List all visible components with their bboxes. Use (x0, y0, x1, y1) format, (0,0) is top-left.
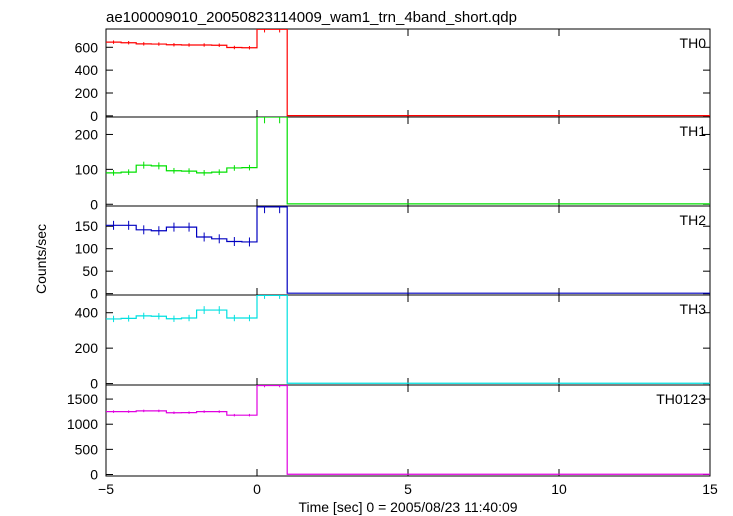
x-tick-label: 10 (551, 481, 567, 497)
series-line-th2 (106, 206, 710, 294)
y-tick-label: 0 (90, 466, 98, 482)
series-line-th1 (106, 117, 710, 205)
y-tick-label: 0 (90, 376, 98, 392)
y-tick-label: 0 (90, 286, 98, 302)
y-tick-label: 150 (75, 218, 99, 234)
panel-label: TH1 (680, 123, 707, 139)
y-tick-label: 100 (75, 241, 99, 257)
panel-frame (105, 116, 711, 207)
y-tick-label: 200 (75, 340, 99, 356)
y-tick-label: 50 (82, 263, 98, 279)
x-tick-label: 15 (702, 481, 718, 497)
panel-label: TH0123 (656, 391, 706, 407)
panel-frame (105, 294, 711, 386)
x-tick-label: 0 (253, 481, 261, 497)
panel-label: TH3 (680, 301, 707, 317)
y-tick-label: 0 (90, 196, 98, 212)
x-tick-label: −5 (98, 481, 114, 497)
panel-label: TH0 (680, 35, 707, 51)
y-tick-label: 200 (75, 85, 99, 101)
panel-label: TH2 (680, 212, 707, 228)
y-tick-label: 400 (75, 62, 99, 78)
panel-frame (105, 384, 711, 477)
panel-th0: 0 200 400 600 TH0 (75, 28, 711, 124)
series-line-th0123 (106, 385, 710, 475)
series-line-th0 (106, 29, 710, 117)
x-tick-label: 5 (404, 481, 412, 497)
panel-th3: 0 200 400 TH3 (75, 294, 711, 392)
panel-th2: 0 50 100 150 TH2 (75, 205, 711, 302)
y-tick-label: 200 (75, 126, 99, 142)
y-tick-label: 1500 (67, 391, 98, 407)
y-tick-label: 400 (75, 305, 99, 321)
panel-th1: 0 100 200 TH1 (75, 116, 711, 212)
x-axis-title: Time [sec] 0 = 2005/08/23 11:40:09 (298, 499, 517, 515)
y-tick-label: 500 (75, 441, 99, 457)
panel-frame (105, 28, 711, 118)
y-tick-label: 100 (75, 161, 99, 177)
series-line-th3 (106, 295, 710, 384)
chart-title: ae100009010_20050823114009_wam1_trn_4ban… (106, 9, 517, 26)
panel-frame (105, 205, 711, 296)
y-tick-label: 0 (90, 108, 98, 124)
y-tick-label: 600 (75, 39, 99, 55)
y-axis-title: Counts/sec (33, 224, 49, 294)
y-tick-label: 1000 (67, 416, 98, 432)
